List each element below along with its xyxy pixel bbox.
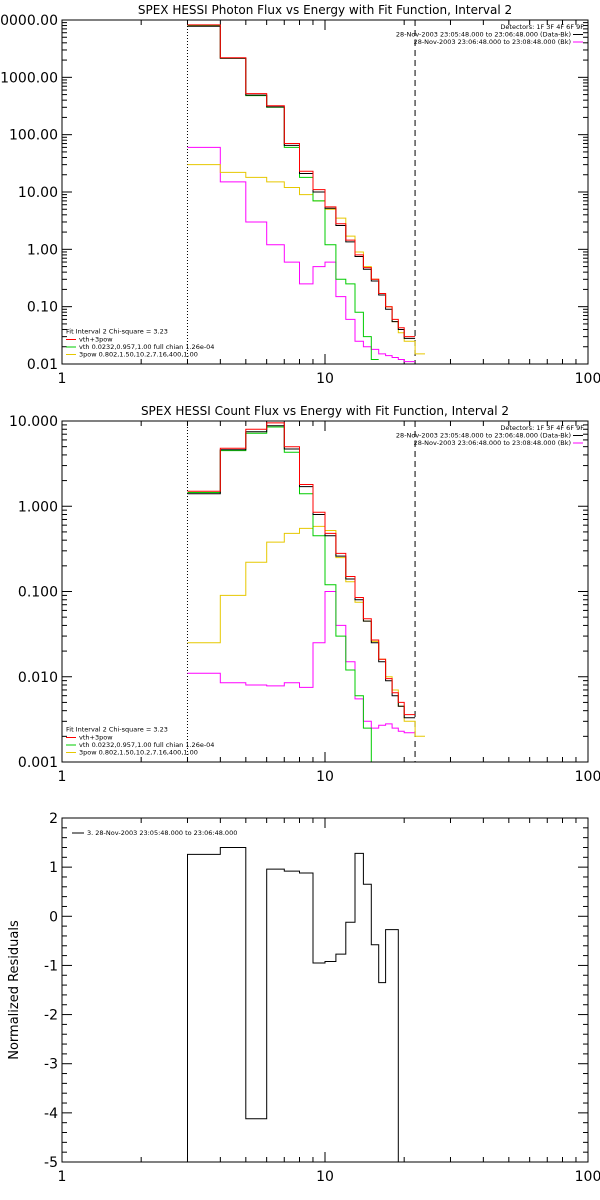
y-tick-label: -2 xyxy=(44,1008,58,1024)
info-line: 28-Nov-2003 23:05:48.000 to 23:06:48.000… xyxy=(396,432,571,440)
legend-entry: vth+3pow xyxy=(79,734,113,742)
x-tick-label: 10 xyxy=(316,769,334,785)
y-tick-label: 10.00 xyxy=(18,185,58,201)
y-tick-label: 1.000 xyxy=(18,499,58,515)
legend-entry: 3pow 0.802,1.50,10.2,7.16,400,1.00 xyxy=(79,351,198,359)
legend-title: Fit Interval 2 Chi-square = 3.23 xyxy=(66,328,168,336)
y-tick-label: 1.00 xyxy=(27,242,58,258)
y-tick-label: -5 xyxy=(44,1155,58,1171)
y-tick-label: 0 xyxy=(49,909,58,925)
x-tick-label: 100 xyxy=(575,1169,600,1185)
series-line-1 xyxy=(187,847,399,1162)
plot-frame xyxy=(61,19,589,365)
y-tick-label: 1000.00 xyxy=(0,70,58,86)
y-tick-label: 100.00 xyxy=(9,128,58,144)
plot-frame xyxy=(61,817,589,1163)
legend-title: Fit Interval 2 Chi-square = 3.23 xyxy=(66,726,168,734)
y-tick-label: -3 xyxy=(44,1057,58,1073)
plot-area xyxy=(187,422,425,762)
x-tick-label: 100 xyxy=(575,769,600,785)
x-tick-label: 10 xyxy=(316,1169,334,1185)
chart-title: SPEX HESSI Count Flux vs Energy with Fit… xyxy=(141,404,509,418)
plot-area xyxy=(187,847,399,1162)
chart-title: SPEX HESSI Photon Flux vs Energy with Fi… xyxy=(138,3,512,17)
chart-2: SPEX HESSI Count Flux vs Energy with Fit… xyxy=(9,404,600,785)
legend-entry: vth+3pow xyxy=(79,336,113,344)
y-tick-label: 10000.00 xyxy=(0,13,58,29)
legend-entry: vth 0.0232,0.957,1.00 full chian 1.26e-0… xyxy=(79,343,214,351)
series-line-2 xyxy=(187,24,416,338)
y-tick-label: 0.01 xyxy=(27,357,58,373)
series-line-1 xyxy=(187,425,416,719)
y-tick-label: -4 xyxy=(44,1106,58,1122)
series-line-3 xyxy=(187,426,379,762)
info-line: 28-Nov-2003 23:05:48.000 to 23:06:48.000… xyxy=(396,31,571,39)
info-line: 28-Nov-2003 23:06:48.000 to 23:08:48.000… xyxy=(414,38,571,46)
series-line-2 xyxy=(187,422,416,716)
info-line: Detectors: 1F 3F 4F 6F 9F xyxy=(500,23,584,31)
y-tick-label: 0.001 xyxy=(18,755,58,771)
y-tick-label: 0.010 xyxy=(18,670,58,686)
y-tick-label: 0.100 xyxy=(18,585,58,601)
y-tick-label: 2 xyxy=(49,811,58,827)
series-line-4 xyxy=(187,164,425,355)
chart-1: SPEX HESSI Photon Flux vs Energy with Fi… xyxy=(0,3,600,387)
y-tick-label: -1 xyxy=(44,958,58,974)
series-line-3 xyxy=(187,25,379,360)
x-tick-label: 10 xyxy=(316,371,334,387)
x-tick-label: 1 xyxy=(58,1169,67,1185)
x-tick-label: 1 xyxy=(58,371,67,387)
y-tick-label: 1 xyxy=(49,860,58,876)
x-tick-label: 1 xyxy=(58,769,67,785)
y-axis-label: Normalized Residuals xyxy=(7,920,22,1060)
series-line-4 xyxy=(187,525,425,737)
y-tick-label: 0.10 xyxy=(27,300,58,316)
chart-3: Normalized Residuals 1 10 100 -5 -4 -3 -2 -1 0 1 2 3… xyxy=(7,811,600,1185)
legend-entry: 3pow 0.802,1.50,10.2,7.16,400,1.00 xyxy=(79,749,198,757)
plot-frame xyxy=(61,420,589,763)
plot-area xyxy=(187,24,425,363)
info-line: Detectors: 1F 3F 4F 6F 9F xyxy=(500,424,584,432)
series-line-5 xyxy=(187,146,416,363)
info-line: 28-Nov-2003 23:06:48.000 to 23:08:48.000… xyxy=(414,439,571,447)
y-tick-label: 10.000 xyxy=(9,414,58,430)
x-tick-label: 100 xyxy=(575,371,600,387)
legend-entry: vth 0.0232,0.957,1.00 full chian 1.26e-0… xyxy=(79,741,214,749)
legend-entry: 3. 28-Nov-2003 23:05:48.000 to 23:06:48.… xyxy=(87,829,237,837)
